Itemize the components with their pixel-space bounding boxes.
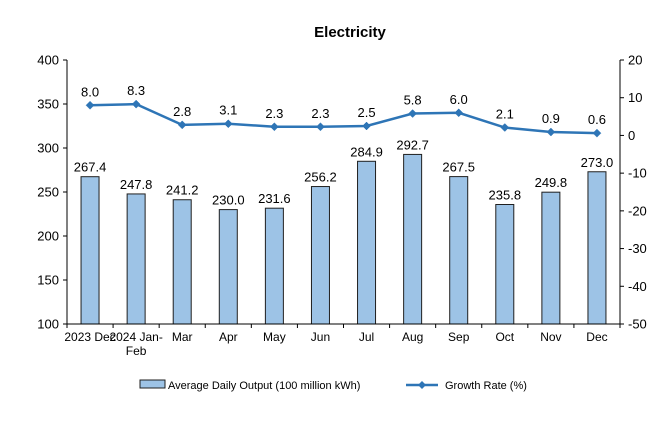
growth-rate-data-label-5: 2.3 <box>265 106 283 121</box>
legend-line-label: Growth Rate (%) <box>445 380 527 392</box>
left-tick-label-150: 150 <box>37 273 59 288</box>
bar-data-label-1: 267.4 <box>74 160 107 175</box>
left-tick-label-250: 250 <box>37 185 59 200</box>
right-tick-label-0: 0 <box>628 128 635 143</box>
left-tick-label-350: 350 <box>37 97 59 112</box>
growth-rate-data-label-1: 8.0 <box>81 84 99 99</box>
right-tick-label--30: -30 <box>628 241 647 256</box>
left-tick-label-100: 100 <box>37 317 59 332</box>
x-tick-label-9: Sep <box>448 330 470 344</box>
growth-rate-data-label-12: 0.6 <box>588 112 606 127</box>
right-tick-label--40: -40 <box>628 279 647 294</box>
growth-rate-point-1 <box>85 100 95 110</box>
growth-rate-data-label-9: 6.0 <box>450 92 468 107</box>
right-tick-label-20: 20 <box>628 53 642 68</box>
growth-rate-point-7 <box>362 121 371 131</box>
bar-9 <box>449 176 469 325</box>
bar-data-label-10: 235.8 <box>489 188 522 203</box>
x-tick-label-5: May <box>263 330 286 344</box>
bar-data-label-9: 267.5 <box>442 160 475 175</box>
growth-rate-point-11 <box>546 127 556 137</box>
bar-11 <box>541 191 561 325</box>
growth-rate-point-9 <box>454 108 464 118</box>
bar-data-label-5: 231.6 <box>258 191 291 206</box>
left-tick-label-300: 300 <box>37 141 59 156</box>
x-tick-label-4: Apr <box>219 330 238 344</box>
growth-rate-point-10 <box>500 123 510 132</box>
growth-rate-point-6 <box>316 122 325 132</box>
growth-rate-point-4 <box>223 119 233 129</box>
right-tick-label--20: -20 <box>628 203 647 218</box>
bar-10 <box>495 204 515 325</box>
growth-rate-data-label-10: 2.1 <box>496 107 514 122</box>
legend-line-marker <box>418 381 426 389</box>
bar-1 <box>80 176 100 325</box>
bar-6 <box>310 186 330 325</box>
bar-2 <box>126 193 146 325</box>
bar-data-label-4: 230.0 <box>212 193 245 208</box>
right-tick-label--50: -50 <box>628 317 647 332</box>
growth-rate-data-label-2: 8.3 <box>127 83 145 98</box>
x-tick-label-12: Dec <box>586 330 607 344</box>
bar-data-label-6: 256.2 <box>304 170 337 185</box>
chart-title: Electricity <box>314 24 386 41</box>
x-tick-label-11: Nov <box>540 330 561 344</box>
legend: Average Daily Output (100 million kWh) Gr… <box>139 379 527 392</box>
bar-data-label-11: 249.8 <box>535 175 568 190</box>
bar-5 <box>264 207 284 325</box>
legend-bar-swatch <box>139 379 166 389</box>
bar-data-label-12: 273.0 <box>581 155 614 170</box>
x-tick-label-6: Jun <box>311 330 330 344</box>
growth-rate-data-label-7: 2.5 <box>358 105 376 120</box>
growth-rate-point-12 <box>592 128 602 138</box>
right-tick-label--10: -10 <box>628 166 647 181</box>
x-tick-label-8: Aug <box>402 330 423 344</box>
growth-rate-data-label-6: 2.3 <box>311 106 329 121</box>
bar-7 <box>357 160 377 325</box>
growth-rate-point-2 <box>131 99 141 109</box>
bar-data-label-2: 247.8 <box>120 177 153 192</box>
bar-8 <box>403 153 423 325</box>
growth-rate-line <box>90 102 597 135</box>
growth-rate-point-3 <box>177 120 187 130</box>
x-tick-label-3: Mar <box>172 330 193 344</box>
left-tick-label-200: 200 <box>37 229 59 244</box>
growth-rate-point-8 <box>408 109 417 118</box>
bar-3 <box>172 199 192 325</box>
growth-rate-data-label-8: 5.8 <box>404 93 422 108</box>
growth-rate-point-5 <box>270 122 279 132</box>
growth-rate-data-label-11: 0.9 <box>542 111 560 126</box>
bar-data-label-3: 241.2 <box>166 183 199 198</box>
x-tick-label-2: 2024 Jan-Feb <box>109 330 162 358</box>
x-tick-label-1: 2023 Dec <box>64 330 115 344</box>
legend-bar-label: Average Daily Output (100 million kWh) <box>168 380 360 392</box>
x-tick-label-7: Jul <box>359 330 374 344</box>
plot-area: 267.4 247.8 241.2 230.0 231.6 256.2 284.9 292.7… <box>37 53 647 359</box>
left-tick-label-400: 400 <box>37 53 59 68</box>
x-tick-label-10: Oct <box>495 330 514 344</box>
growth-rate-data-label-3: 2.8 <box>173 104 191 119</box>
bar-data-label-8: 292.7 <box>396 137 429 152</box>
bar-4 <box>218 209 238 325</box>
growth-rate-data-label-4: 3.1 <box>219 103 237 118</box>
bar-data-label-7: 284.9 <box>350 144 383 159</box>
bar-12 <box>587 171 607 325</box>
right-tick-label-10: 10 <box>628 90 642 105</box>
